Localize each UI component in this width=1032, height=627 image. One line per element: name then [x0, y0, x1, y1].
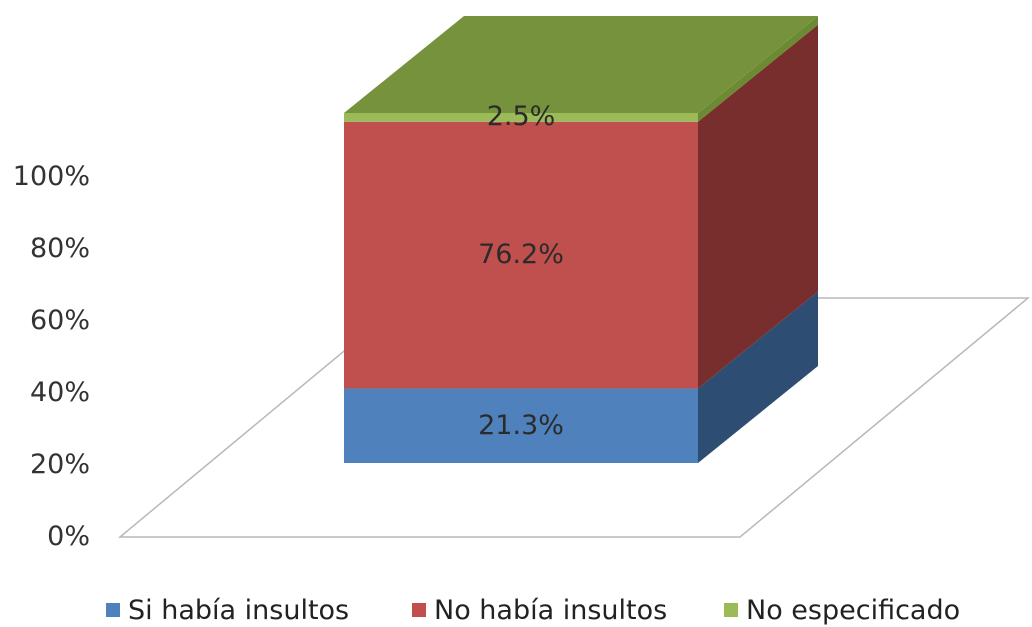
legend: Si había insultos No había insultos No e…: [0, 594, 1032, 626]
bar-side-no: [698, 24, 818, 389]
legend-item-no: No había insultos: [412, 594, 667, 626]
data-label-ne: 2.5%: [486, 101, 556, 132]
legend-swatch-ne: [724, 603, 738, 617]
y-tick-label: 80%: [29, 233, 90, 264]
bar-side-ne: [698, 16, 818, 122]
y-tick-label: 0%: [47, 521, 90, 552]
legend-swatch-no: [412, 603, 426, 617]
bar-front-ne: [344, 113, 698, 122]
y-tick-label: 40%: [29, 377, 90, 408]
legend-label-si: Si había insultos: [128, 594, 350, 626]
data-label-si: 21.3%: [478, 409, 564, 441]
data-label-no: 76.2%: [478, 239, 564, 271]
y-tick-label: 20%: [29, 449, 90, 480]
legend-swatch-si: [106, 603, 120, 617]
legend-label-ne: No especificado: [746, 594, 961, 626]
legend-item-ne: No especificado: [724, 594, 960, 626]
bar-side-si: [698, 291, 818, 463]
y-tick-label: 100%: [12, 161, 90, 192]
legend-item-si: Si había insultos: [106, 594, 349, 626]
y-tick-label: 60%: [29, 305, 90, 336]
bar-top-ne: [344, 16, 818, 113]
bar-front-si: [344, 388, 698, 463]
bar-front-no: [344, 121, 698, 389]
stacked-bar: [344, 16, 818, 463]
legend-label-no: No había insultos: [434, 594, 668, 626]
